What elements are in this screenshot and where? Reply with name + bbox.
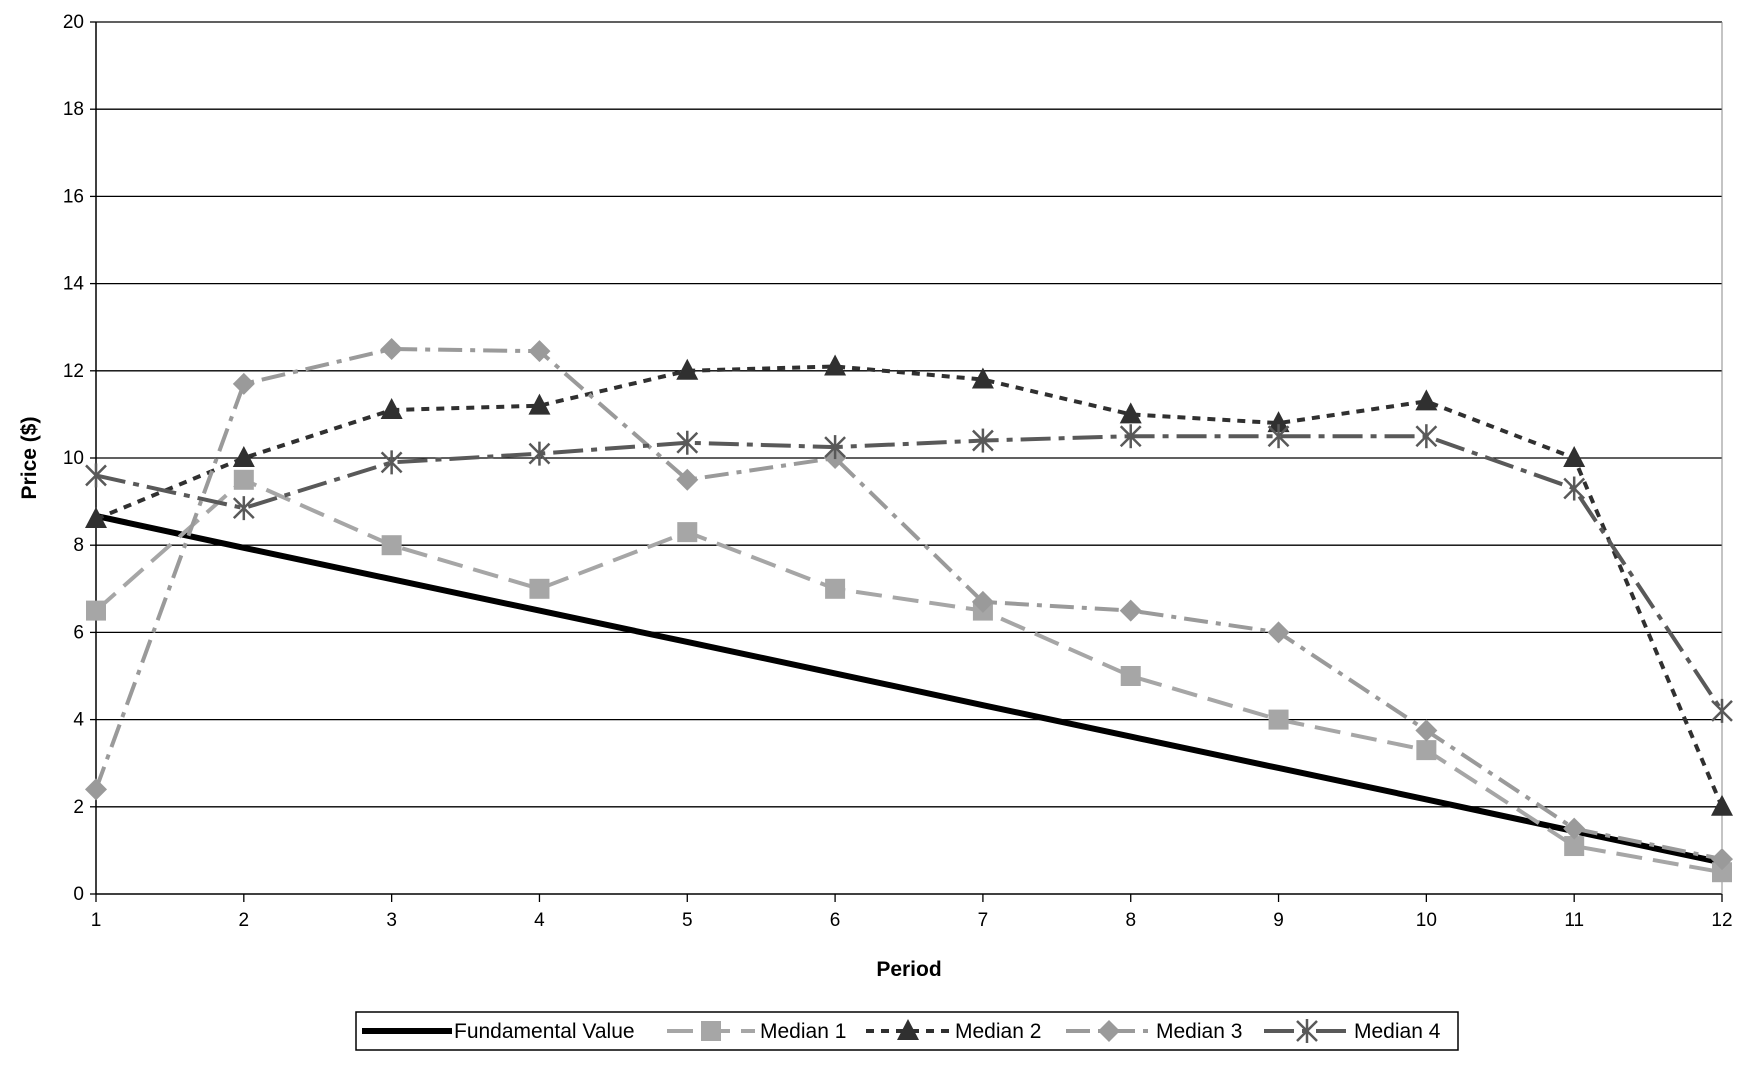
- y-tick-label: 18: [63, 99, 84, 120]
- data-point-median-3: [380, 338, 403, 360]
- data-point-median-3: [1267, 621, 1290, 644]
- y-tick-label: 2: [73, 797, 84, 818]
- data-point-median-4: [1563, 476, 1586, 501]
- legend-label-median-4: Median 4: [1354, 1020, 1441, 1043]
- data-point-median-3: [971, 590, 994, 613]
- data-point-median-4: [1415, 424, 1438, 449]
- data-point-median-1: [1564, 836, 1585, 857]
- y-tick-label: 10: [63, 448, 84, 469]
- data-point-median-4: [528, 441, 551, 466]
- data-point-median-1: [1712, 862, 1732, 883]
- data-point-median-3: [1415, 719, 1438, 742]
- y-tick-label: 6: [73, 622, 84, 643]
- y-axis-title: Price ($): [18, 417, 41, 500]
- data-point-median-4: [824, 435, 846, 460]
- x-tick-label: 12: [1711, 910, 1732, 931]
- data-point-median-2: [971, 367, 994, 389]
- legend-marker-median-2: [897, 1019, 919, 1040]
- series-line-median-2: [95, 364, 1724, 808]
- data-point-median-1: [825, 578, 846, 599]
- data-point-median-3: [1711, 848, 1733, 871]
- x-tick-label: 1: [91, 910, 102, 931]
- axes: [90, 21, 1723, 902]
- x-tick-label: 5: [682, 910, 693, 931]
- data-point-median-4: [380, 450, 403, 475]
- y-tick-label: 16: [63, 186, 84, 207]
- data-point-median-3: [232, 372, 255, 395]
- data-point-median-4: [85, 463, 107, 488]
- legend: Fundamental Value Median 1 Median 2 Median …: [355, 1011, 1459, 1051]
- x-tick-label: 3: [386, 910, 397, 931]
- data-point-median-2: [1267, 411, 1290, 433]
- data-point-median-2: [380, 398, 403, 420]
- x-tick-label: 9: [1273, 910, 1284, 931]
- data-point-median-1: [1416, 740, 1437, 761]
- data-point-median-2: [1563, 446, 1586, 467]
- data-point-median-2: [1119, 402, 1142, 424]
- legend-label-fundamental-value: Fundamental Value: [454, 1020, 635, 1043]
- x-tick-label: 4: [534, 910, 545, 931]
- data-point-median-4: [1119, 424, 1142, 449]
- x-axis-title: Period: [876, 958, 941, 981]
- legend-label-median-3: Median 3: [1156, 1020, 1242, 1043]
- data-point-median-4: [1267, 424, 1290, 449]
- series-line-median-3: [94, 347, 1723, 862]
- series-line-fundamental-value: [95, 513, 1723, 866]
- data-point-median-1: [233, 469, 254, 490]
- data-point-median-3: [676, 468, 699, 491]
- data-point-median-2: [528, 393, 551, 415]
- x-tick-label: 2: [239, 910, 250, 931]
- data-point-median-2: [85, 507, 107, 529]
- x-tick-label: 6: [830, 910, 841, 931]
- y-tick-label: 4: [73, 710, 84, 731]
- data-point-median-1: [86, 600, 106, 621]
- y-tick-label: 12: [63, 361, 84, 382]
- x-tick-label: 10: [1416, 910, 1437, 931]
- data-point-median-1: [529, 578, 550, 599]
- legend-marker-median-4: [1296, 1019, 1318, 1043]
- data-point-median-2: [824, 354, 847, 376]
- data-point-median-3: [528, 340, 551, 363]
- data-point-median-1: [1268, 709, 1289, 730]
- series-lines: [85, 338, 1733, 883]
- data-point-median-1: [1120, 666, 1141, 686]
- data-point-median-2: [1711, 794, 1733, 816]
- data-point-median-4: [676, 430, 699, 455]
- x-tick-label: 7: [978, 910, 989, 931]
- y-tick-label: 14: [63, 274, 85, 295]
- y-tick-label: 0: [73, 884, 84, 905]
- data-point-median-2: [1415, 389, 1438, 411]
- legend-label-median-1: Median 1: [760, 1020, 846, 1043]
- data-point-median-4: [1711, 698, 1733, 723]
- data-point-median-1: [677, 522, 698, 543]
- x-tick-label: 11: [1564, 910, 1584, 931]
- y-tick-label: 8: [73, 535, 84, 556]
- legend-label-median-2: Median 2: [955, 1020, 1041, 1043]
- y-tick-label: 20: [63, 12, 84, 33]
- data-point-median-2: [676, 358, 699, 380]
- data-point-median-3: [85, 778, 107, 801]
- legend-marker-median-1: [701, 1021, 721, 1041]
- legend-marker-median-3: [1098, 1020, 1120, 1042]
- data-point-median-2: [232, 446, 255, 467]
- gridlines: [96, 21, 1722, 808]
- data-point-median-1: [381, 535, 402, 556]
- data-point-median-3: [1119, 599, 1142, 622]
- x-tick-label: 8: [1125, 910, 1136, 931]
- data-point-median-3: [1563, 817, 1586, 840]
- data-point-median-4: [972, 428, 994, 453]
- series-line-median-4: [95, 434, 1724, 712]
- data-point-median-4: [232, 496, 255, 521]
- series-line-median-1: [94, 477, 1723, 875]
